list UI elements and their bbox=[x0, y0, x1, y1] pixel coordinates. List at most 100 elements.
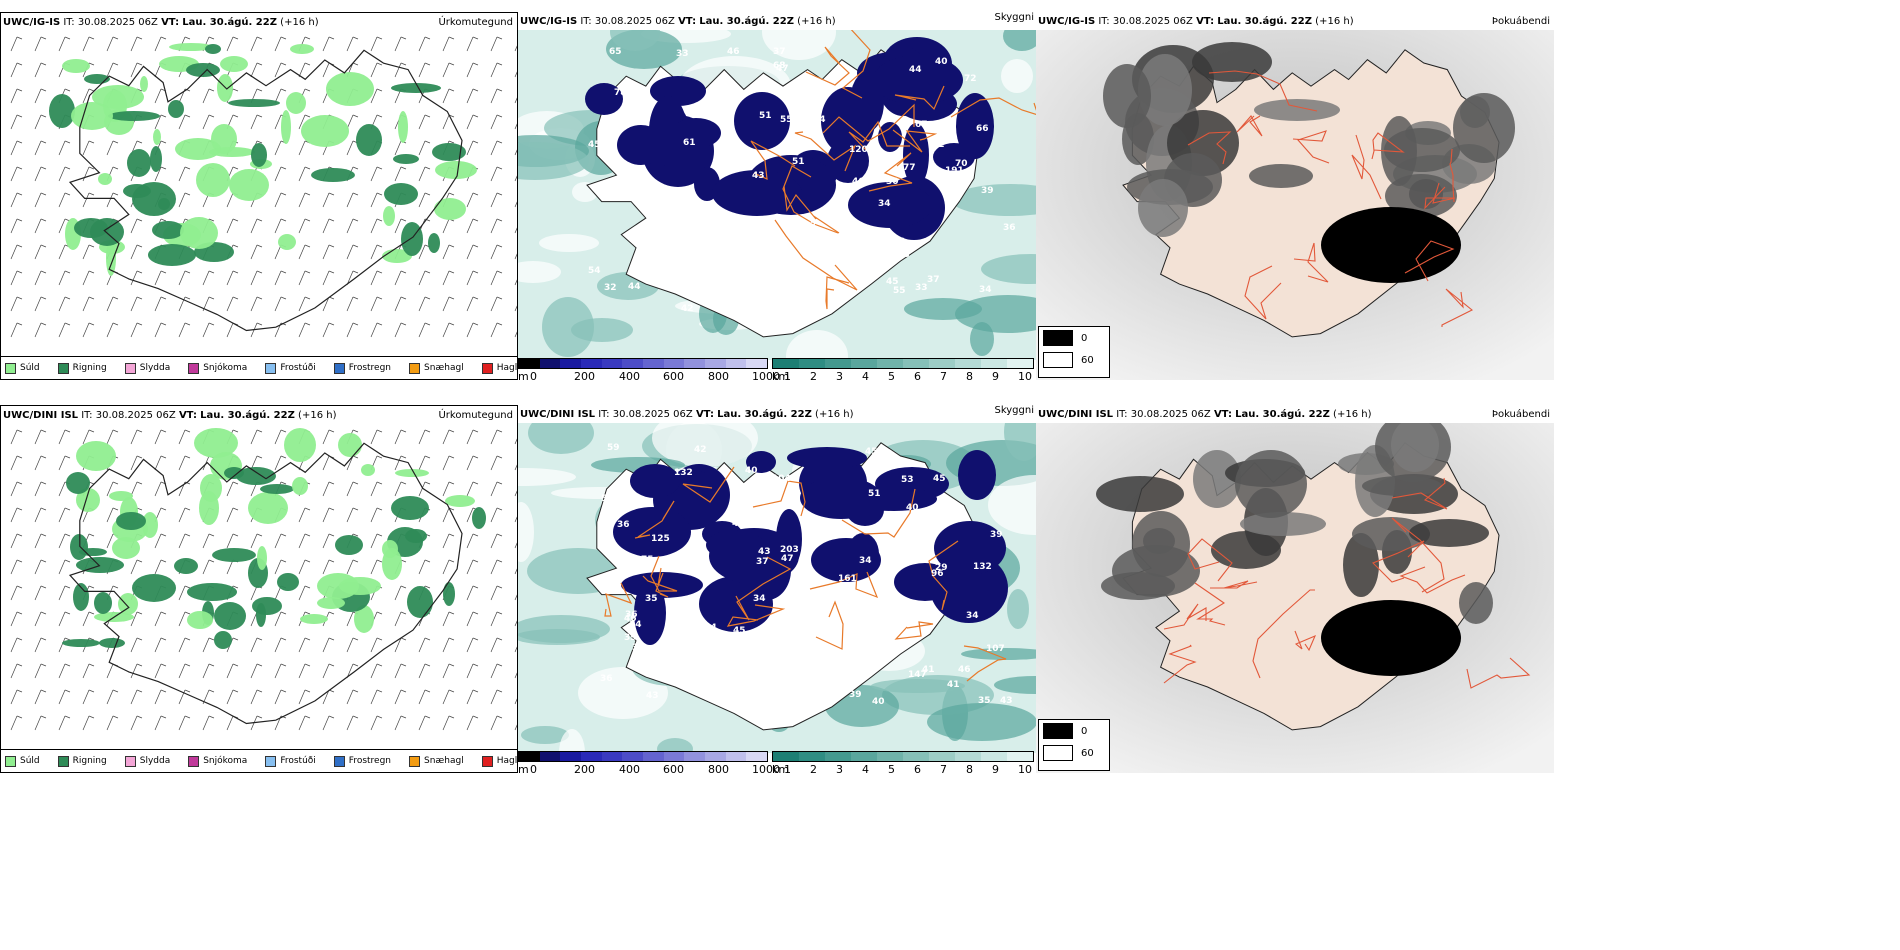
low-ceiling-area bbox=[712, 170, 802, 216]
wind-barb-flag bbox=[448, 36, 455, 40]
wind-barb bbox=[202, 270, 210, 286]
wind-barb bbox=[106, 36, 114, 52]
wind-barb bbox=[34, 533, 42, 549]
fog-low-value-area bbox=[1235, 450, 1307, 518]
ceiling-value-label: 58 bbox=[659, 643, 672, 653]
wind-barb-flag bbox=[472, 62, 479, 66]
wind-barb bbox=[514, 724, 517, 731]
ceiling-value-label: 44 bbox=[909, 65, 922, 75]
wind-barb bbox=[34, 88, 42, 104]
wind-barb bbox=[82, 192, 90, 208]
wind-barb bbox=[154, 166, 162, 182]
ceiling-value-label: 42 bbox=[774, 261, 787, 271]
low-ceiling-area bbox=[585, 83, 623, 115]
wind-barb bbox=[490, 322, 498, 338]
road-line bbox=[1252, 589, 1315, 679]
wind-barb-flag bbox=[16, 507, 23, 511]
wind-barb bbox=[490, 689, 498, 705]
wind-barb bbox=[394, 270, 402, 286]
road-line bbox=[774, 219, 858, 291]
road-line bbox=[655, 567, 669, 598]
precip-cell bbox=[76, 441, 116, 471]
wind-barb bbox=[298, 689, 306, 705]
wind-barb bbox=[394, 218, 402, 234]
wind-barb-flag bbox=[400, 218, 407, 222]
visibility-patch bbox=[542, 297, 594, 357]
road-line bbox=[1404, 240, 1455, 282]
wind-barb-flag bbox=[256, 715, 263, 719]
wind-barb-flag bbox=[16, 611, 23, 615]
wind-barb-flag bbox=[280, 218, 287, 222]
wind-barb-flag bbox=[136, 62, 143, 66]
ceiling-value-label: 102 bbox=[674, 672, 693, 682]
wind-barb bbox=[466, 481, 474, 497]
wind-barb-flag bbox=[424, 663, 431, 667]
ceiling-value-label: 69 bbox=[868, 257, 881, 267]
wind-barb-flag bbox=[472, 611, 479, 615]
wind-barb bbox=[322, 689, 330, 705]
wind-barb bbox=[466, 455, 474, 471]
wind-barb bbox=[298, 166, 306, 182]
wind-barb bbox=[250, 62, 258, 78]
wind-barb bbox=[178, 533, 186, 549]
fog-low-value-area bbox=[1391, 423, 1439, 472]
precip-cell bbox=[356, 124, 382, 156]
wind-barb-flag bbox=[376, 166, 383, 170]
wind-barb bbox=[82, 88, 90, 104]
wind-barb bbox=[442, 114, 450, 130]
road-line bbox=[1194, 582, 1226, 626]
panel-header: UWC/DINI ISL IT: 30.08.2025 06Z VT: Lau.… bbox=[520, 409, 854, 420]
colorbar-tick-label: 4 bbox=[862, 763, 869, 773]
fog-panel-igis: UWC/IG-IS IT: 30.08.2025 06Z VT: Lau. 30… bbox=[1036, 12, 1554, 380]
wind-barb bbox=[298, 663, 306, 679]
wind-barb bbox=[490, 296, 498, 312]
wind-barb bbox=[490, 637, 498, 653]
wind-barb-flag bbox=[376, 192, 383, 196]
wind-barb-flag bbox=[376, 689, 383, 693]
colorbar-swatch bbox=[684, 752, 706, 761]
ceiling-value-label: 34 bbox=[813, 115, 826, 125]
wind-barb-flag bbox=[352, 114, 359, 118]
wind-barb bbox=[82, 611, 90, 627]
wind-barb bbox=[10, 663, 18, 679]
wind-barb-flag bbox=[232, 244, 239, 248]
wind-barb bbox=[250, 218, 258, 234]
wind-barb bbox=[250, 36, 258, 52]
wind-barb-flag bbox=[256, 689, 263, 693]
wind-barb-flag bbox=[352, 637, 359, 641]
wind-barb bbox=[346, 192, 354, 208]
visibility-patch bbox=[528, 423, 594, 454]
wind-barb bbox=[34, 114, 42, 130]
wind-barb-flag bbox=[64, 140, 71, 144]
precip-legend-swatch bbox=[481, 362, 493, 374]
wind-barb bbox=[10, 270, 18, 286]
road-line bbox=[1424, 182, 1456, 210]
wind-barb-flag bbox=[88, 140, 95, 144]
wind-barb bbox=[394, 611, 402, 627]
wind-barb bbox=[178, 663, 186, 679]
road-line bbox=[1391, 477, 1448, 510]
wind-barb-flag bbox=[64, 533, 71, 537]
wind-barb bbox=[10, 611, 18, 627]
low-ceiling-area bbox=[850, 72, 884, 132]
visibility-patch bbox=[518, 142, 589, 180]
precip-legend-item: Rigning bbox=[57, 362, 107, 374]
colorbar-swatch bbox=[851, 752, 877, 761]
colorbar-tick-label: 200 bbox=[574, 763, 595, 773]
wind-barb bbox=[106, 192, 114, 208]
wind-barb-flag bbox=[64, 296, 71, 300]
road-line bbox=[1391, 517, 1445, 593]
wind-barb bbox=[490, 270, 498, 286]
wind-barb bbox=[346, 507, 354, 523]
wind-barb bbox=[274, 36, 282, 52]
wind-barb bbox=[466, 296, 474, 312]
wind-barb bbox=[202, 637, 210, 653]
wind-barb bbox=[82, 36, 90, 52]
precip-cell bbox=[187, 583, 237, 601]
wind-barb bbox=[394, 140, 402, 156]
wind-barb bbox=[514, 516, 517, 523]
wind-barb bbox=[250, 270, 258, 286]
wind-barb bbox=[58, 585, 66, 601]
wind-barb-flag bbox=[40, 36, 47, 40]
road-line bbox=[1210, 580, 1258, 589]
